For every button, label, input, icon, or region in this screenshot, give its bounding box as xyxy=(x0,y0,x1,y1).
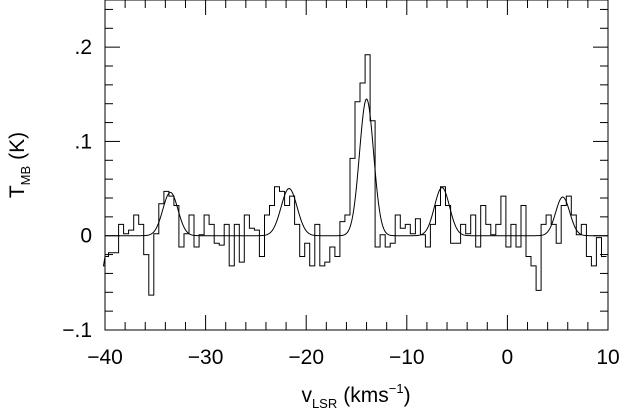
gaussian-fit-line xyxy=(105,98,608,237)
y-tick-label: 0 xyxy=(80,225,92,248)
plot-frame xyxy=(104,0,609,331)
y-axis-label-units: (K) xyxy=(6,132,29,160)
x-axis-label-units: (kms xyxy=(343,384,389,407)
x-tick-label: 10 xyxy=(596,346,619,369)
axis-ticks xyxy=(104,0,609,331)
y-tick-label: .2 xyxy=(74,36,92,59)
y-axis-label-sub: MB xyxy=(18,166,33,186)
y-axis-label: TMB (K) xyxy=(6,132,33,198)
y-axis-label-main: T xyxy=(6,185,29,198)
x-tick-label: −30 xyxy=(188,346,224,369)
y-tick-label: −.1 xyxy=(62,319,92,342)
spectrum-histogram xyxy=(102,54,607,296)
x-axis-label: vLSR (kms−1) xyxy=(301,381,410,411)
x-tick-label: −40 xyxy=(87,346,123,369)
x-tick-labels: −40 −30 −20 −10 0 10 xyxy=(87,346,619,369)
plot-traces xyxy=(102,54,608,296)
y-tick-label: .1 xyxy=(74,130,92,153)
x-axis-label-close: ) xyxy=(404,384,411,407)
x-axis-label-sup: −1 xyxy=(389,381,404,396)
x-tick-label: 0 xyxy=(502,346,514,369)
x-axis-label-main: v xyxy=(301,384,312,407)
x-axis-label-sub: LSR xyxy=(312,396,337,411)
y-tick-labels: −.1 0 .1 .2 xyxy=(62,36,92,342)
x-tick-label: −20 xyxy=(288,346,324,369)
x-tick-label: −10 xyxy=(389,346,425,369)
